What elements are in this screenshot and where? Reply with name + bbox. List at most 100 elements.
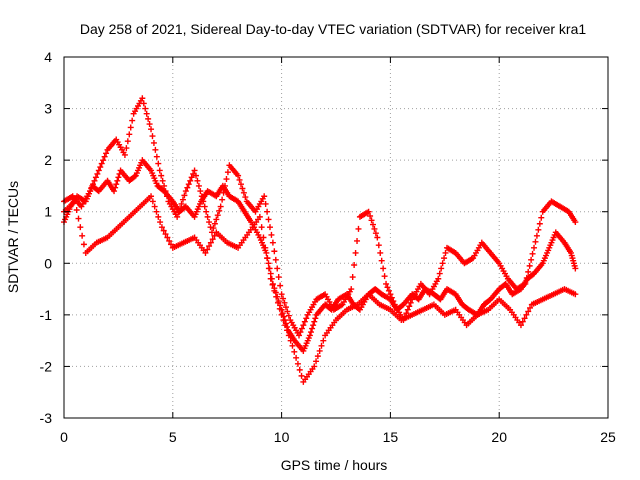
data-point-marker [316,347,323,354]
data-point-marker [151,203,158,210]
axis-ticks: 0 5 10 15 20 25 -3 -2 -1 0 1 2 3 4 [40,49,616,445]
data-point-marker [155,160,162,167]
data-point-marker [277,282,284,289]
data-point-marker [157,219,164,226]
plot-frame [63,56,609,419]
data-point-marker [237,181,244,188]
data-point-marker [258,224,265,231]
data-point-marker [75,215,82,222]
data-point-marker [355,225,362,232]
data-point-marker [388,294,395,301]
data-point-marker [158,172,165,179]
data-point-marker [282,322,289,329]
data-point-marker [298,325,305,332]
data-point-marker [289,342,296,349]
data-point-marker [201,203,208,210]
data-point-marker [265,260,272,267]
y-tick-label: -3 [40,410,53,426]
data-point-marker [529,250,536,257]
data-point-marker [383,280,390,287]
data-point-marker [267,270,274,277]
data-point-marker [263,249,270,256]
data-point-marker [88,184,95,191]
data-point-marker [262,244,269,251]
data-point-marker [528,256,535,263]
data-point-marker [517,322,524,329]
data-point-marker [441,255,448,262]
data-point-marker [175,209,182,216]
x-tick-label: 15 [383,429,399,445]
data-point-marker [367,213,374,220]
data-point-marker [262,200,269,207]
y-tick-label: 1 [44,204,52,220]
x-tick-label: 0 [60,429,68,445]
data-point-marker [442,249,449,256]
data-point-marker [374,234,381,241]
data-point-marker [140,100,147,107]
series-trace-c [61,193,579,385]
data-point-marker [73,206,80,213]
data-point-marker [274,299,281,306]
data-point-marker [207,239,214,246]
y-tick-label: -1 [40,307,53,323]
data-point-marker [95,167,102,174]
data-point-marker [146,121,153,128]
data-point-marker [240,189,247,196]
data-point-marker [535,226,542,233]
data-point-marker [256,213,263,220]
data-point-marker [178,200,185,207]
data-point-marker [371,225,378,232]
data-point-marker [152,146,159,153]
data-point-marker [139,95,146,102]
data-point-marker [161,182,168,189]
data-point-marker [536,220,543,227]
x-tick-label: 5 [169,429,177,445]
data-point-marker [311,318,318,325]
data-point-marker [267,275,274,282]
y-tick-label: 2 [44,152,52,168]
data-point-marker [368,217,375,224]
y-axis-label: SDTVAR / TECUs [5,181,21,293]
data-point-marker [522,280,529,287]
data-point-marker [572,219,579,226]
data-point-marker [97,164,104,171]
data-point-marker [532,238,539,245]
data-point-marker [185,181,192,188]
data-point-marker [150,139,157,146]
data-point-marker [182,188,189,195]
data-point-marker [179,196,186,203]
data-point-marker [538,214,545,221]
data-point-marker [439,260,446,267]
data-point-marker [351,262,358,269]
data-point-marker [123,145,130,152]
data-point-marker [526,262,533,269]
chart-title: Day 258 of 2021, Sidereal Day-to-day VTE… [80,21,586,37]
data-point-marker [352,249,359,256]
data-point-marker [264,208,271,215]
data-point-marker [211,220,218,227]
data-point-marker [126,131,133,138]
data-point-marker [160,227,167,234]
data-point-marker [435,275,442,282]
data-point-marker [523,274,530,281]
data-point-marker [163,193,170,200]
data-point-marker [275,274,282,281]
data-point-marker [124,138,131,145]
data-point-marker [296,332,303,339]
data-point-marker [204,213,211,220]
data-point-marker [521,315,528,322]
data-point-marker [278,311,285,318]
data-point-marker [111,188,118,195]
data-point-marker [184,184,191,191]
x-tick-label: 20 [491,429,507,445]
data-point-marker [387,291,394,298]
data-point-marker [285,312,292,319]
data-point-marker [159,177,166,184]
data-point-marker [121,151,128,158]
data-point-marker [80,241,87,248]
data-point-marker [285,332,292,339]
data-point-marker [204,246,211,253]
data-point-marker [298,372,305,379]
data-point-marker [523,311,530,318]
data-point-marker [236,176,243,183]
